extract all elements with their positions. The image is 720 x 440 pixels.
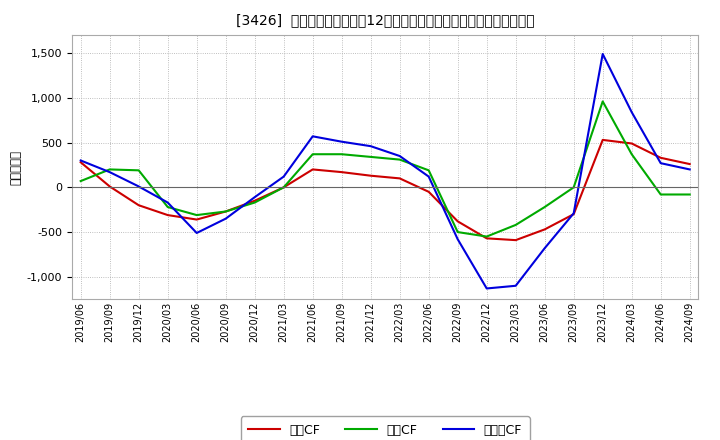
Y-axis label: （百万円）: （百万円） [9,150,22,185]
Title: [3426]  キャッシュフローの12か月移動合計の対前年同期増減額の推移: [3426] キャッシュフローの12か月移動合計の対前年同期増減額の推移 [236,13,534,27]
Legend: 営業CF, 投賃CF, フリーCF: 営業CF, 投賃CF, フリーCF [240,416,530,440]
